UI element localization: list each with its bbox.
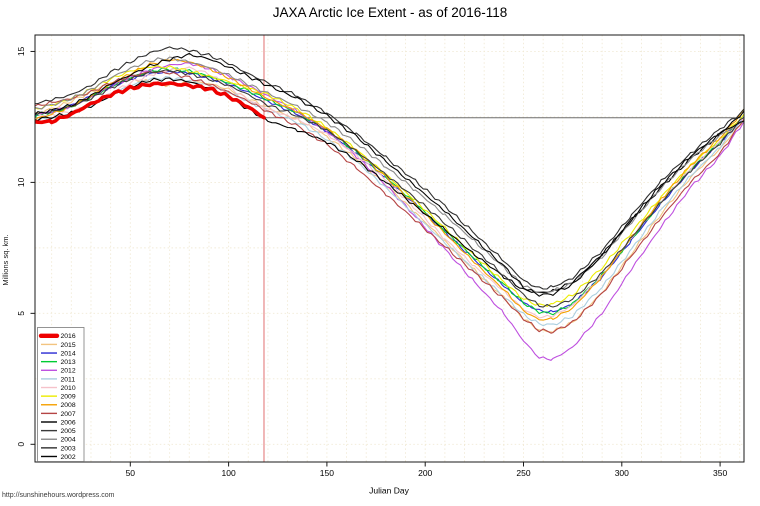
series-line-2009	[35, 65, 744, 307]
legend-item-2015: 2015	[41, 342, 76, 349]
legend-item-2005: 2005	[41, 428, 76, 435]
legend-label: 2011	[61, 376, 76, 383]
legend-item-2016: 2016	[38, 333, 76, 340]
series-line-2003	[35, 46, 744, 290]
watermark-url: http://sunshinehours.wordpress.com	[2, 492, 115, 499]
series-line-2014	[35, 70, 744, 314]
legend-item-2009: 2009	[41, 394, 76, 401]
y-tick-label: 15	[16, 46, 26, 56]
x-tick-label: 300	[615, 468, 629, 478]
legend-item-2003: 2003	[41, 445, 76, 452]
legend-item-2011: 2011	[41, 376, 75, 383]
legend-label: 2014	[61, 350, 76, 357]
series-lines	[35, 46, 744, 361]
series-line-2004	[35, 56, 744, 293]
legend-label: 2007	[61, 411, 76, 418]
legend-item-2010: 2010	[41, 385, 76, 392]
x-tick-label: 150	[320, 468, 334, 478]
y-tick-label: 0	[16, 442, 26, 447]
series-line-2008	[35, 58, 744, 321]
x-tick-label: 350	[713, 468, 727, 478]
series-line-2012	[35, 62, 744, 361]
series-line-2005	[35, 69, 744, 308]
x-tick-label: 250	[516, 468, 530, 478]
legend-label: 2010	[61, 385, 76, 392]
legend-label: 2005	[61, 428, 76, 435]
legend-label: 2003	[61, 445, 76, 452]
x-tick-label: 50	[126, 468, 136, 478]
legend-label: 2013	[61, 359, 76, 366]
legend-item-2006: 2006	[41, 419, 76, 426]
legend-label: 2006	[61, 419, 76, 426]
legend-label: 2008	[61, 402, 76, 409]
y-tick-label: 5	[16, 311, 26, 316]
plot-border	[34, 34, 745, 463]
y-tick-label: 10	[16, 177, 26, 187]
legend-item-2007: 2007	[41, 411, 76, 418]
legend-label: 2002	[61, 454, 76, 461]
series-line-2010	[35, 66, 744, 319]
legend-label: 2016	[61, 333, 76, 340]
legend-label: 2015	[61, 342, 76, 349]
axes: 50 100 150 200 250 300 350 0 5 10 15	[16, 46, 727, 478]
chart-title: JAXA Arctic Ice Extent - as of 2016-118	[273, 5, 508, 20]
x-axis-label: Julian Day	[369, 486, 409, 496]
legend-item-2002: 2002	[41, 454, 76, 461]
legend-item-2013: 2013	[41, 359, 76, 366]
series-line-2002	[35, 52, 744, 297]
legend-item-2004: 2004	[41, 437, 76, 444]
legend-label: 2004	[61, 437, 76, 444]
plot-frame	[34, 34, 745, 463]
legend-item-2012: 2012	[41, 368, 76, 375]
series-line-2016	[35, 81, 266, 125]
legend-item-2014: 2014	[41, 350, 76, 357]
legend-item-2008: 2008	[41, 402, 76, 409]
series-line-2011	[35, 75, 744, 327]
x-tick-label: 200	[418, 468, 432, 478]
series-line-2006	[35, 77, 744, 294]
x-tick-label: 100	[222, 468, 236, 478]
series-line-2013	[35, 67, 744, 316]
legend-label: 2012	[61, 368, 76, 375]
y-axis-label: Millions sq. km.	[1, 234, 10, 285]
legend-label: 2009	[61, 394, 76, 401]
